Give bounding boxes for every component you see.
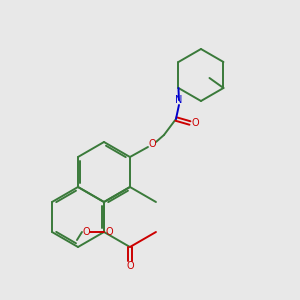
Text: O: O (126, 261, 134, 271)
Text: O: O (82, 227, 90, 237)
Text: O: O (105, 227, 113, 237)
Text: O: O (191, 118, 199, 128)
Text: N: N (175, 95, 183, 105)
Text: O: O (148, 139, 156, 149)
